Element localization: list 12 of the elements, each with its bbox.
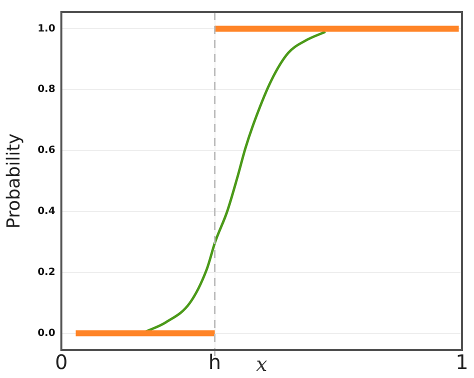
x-tick-label: 1: [456, 350, 468, 374]
x-axis-title: x: [256, 352, 268, 376]
y-tick-label: 0.6: [38, 145, 56, 156]
y-tick-label: 0.2: [38, 266, 56, 278]
y-axis-title: Probability: [3, 133, 24, 229]
y-tick-label: 0.8: [38, 84, 56, 96]
x-tick-label: h: [208, 350, 222, 374]
line-series: [144, 30, 327, 333]
y-tick-label: 1.0: [38, 23, 56, 34]
y-tick-label: 0.4: [38, 206, 56, 218]
x-tick-label: 0: [54, 350, 68, 374]
y-tick-label: 0.0: [38, 328, 56, 339]
